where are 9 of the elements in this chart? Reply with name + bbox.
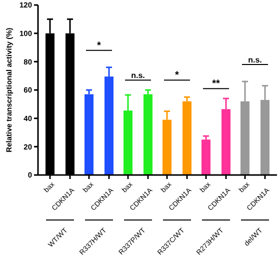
annotation: * [175,70,180,82]
annotation: n.s. [131,71,145,80]
bar [182,101,192,175]
bar [84,94,94,175]
annotation: n.s. [248,56,262,64]
annotation: * [97,40,102,52]
bar [202,140,210,175]
bar [144,94,152,175]
annotation: ** [212,78,220,90]
